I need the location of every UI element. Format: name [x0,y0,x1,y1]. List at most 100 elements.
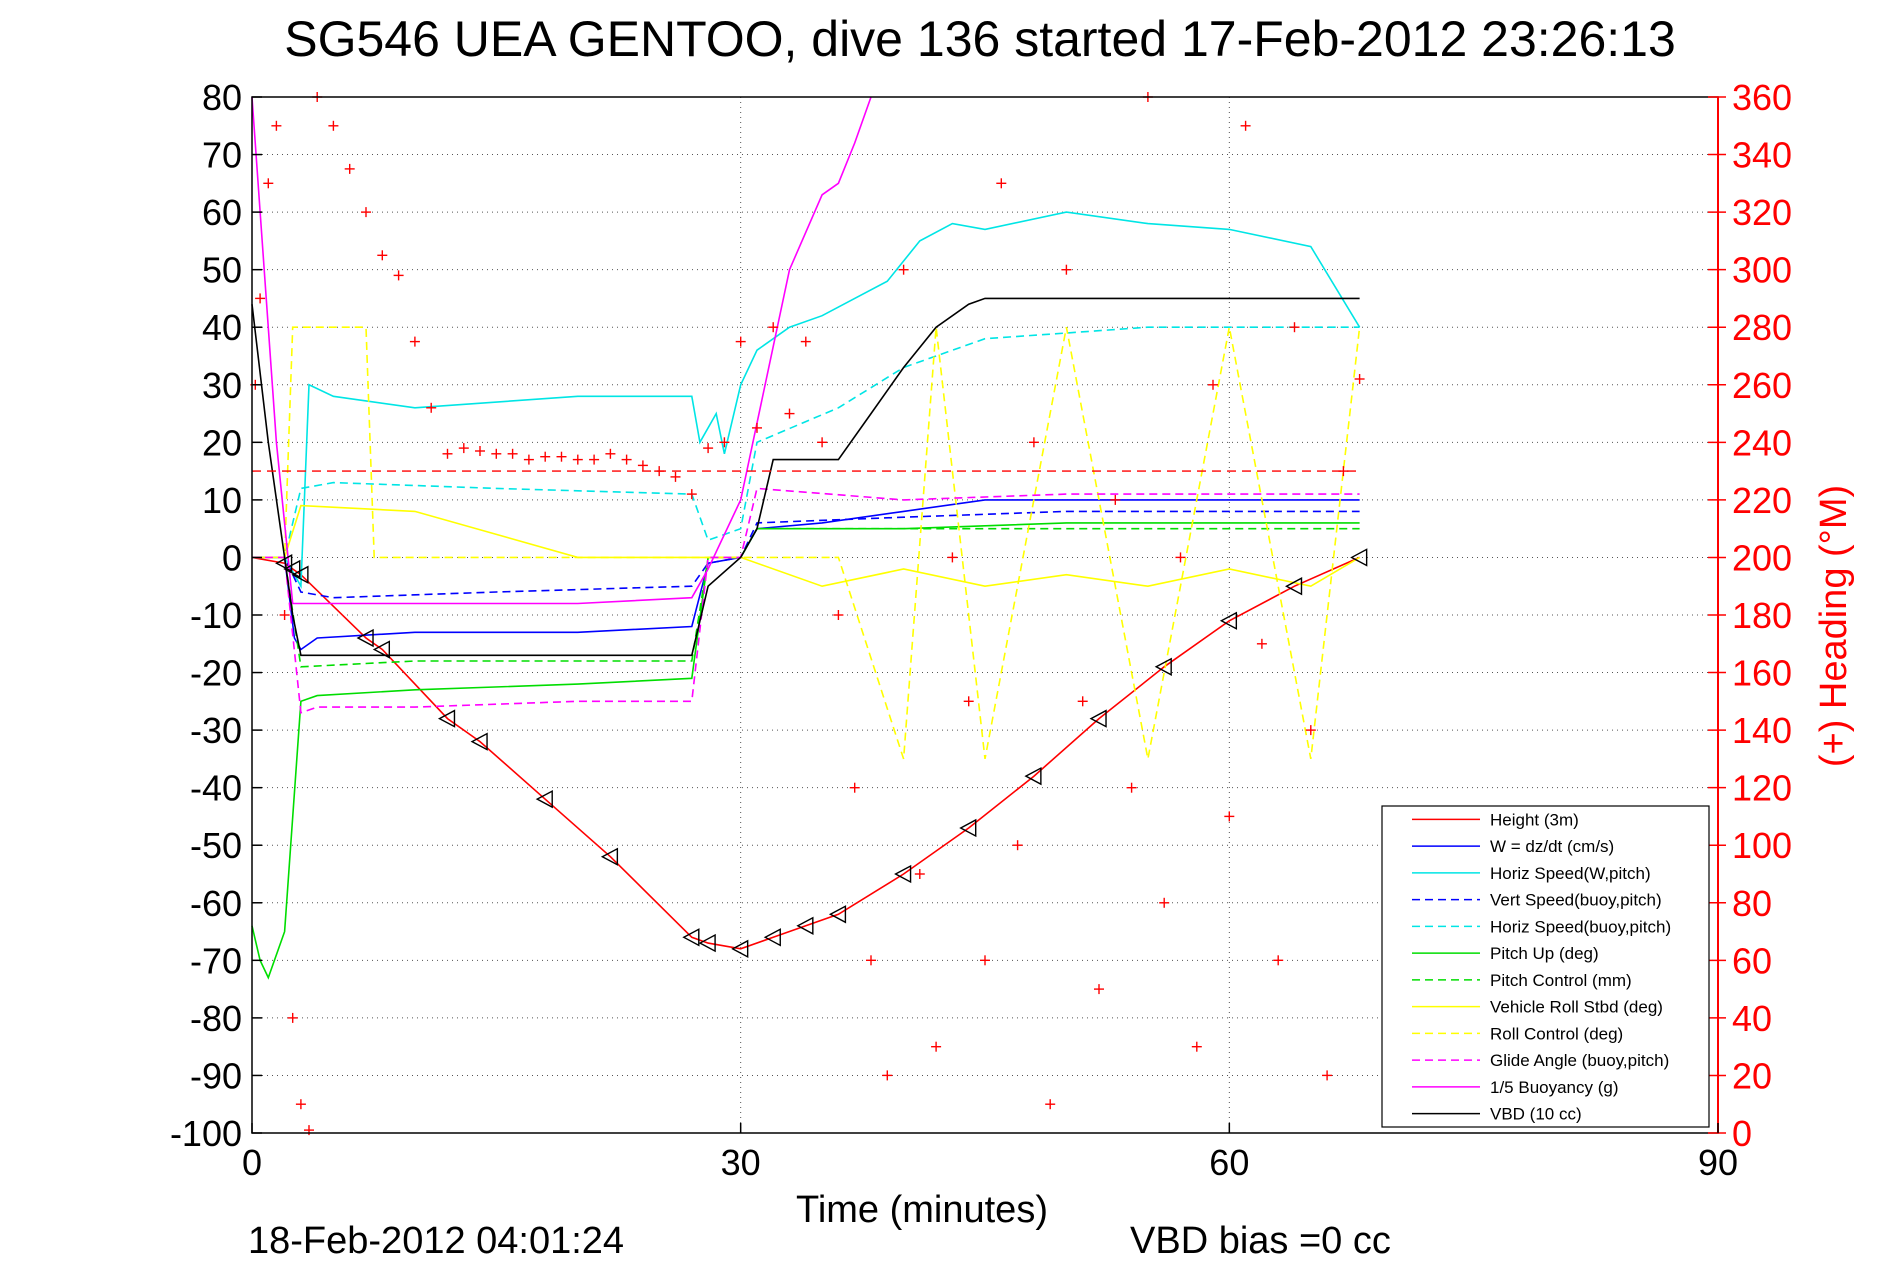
heading-point [654,466,665,477]
heading-point [703,443,714,454]
heading-point [719,437,730,448]
heading-point [670,471,681,482]
right-tick-label: 240 [1732,422,1792,463]
height-marker [1154,657,1172,676]
heading-point [1061,264,1072,275]
left-tick-label: 70 [202,135,242,176]
legend-entry-5: Pitch Up (deg) [1490,944,1599,963]
right-tick-label: 120 [1732,768,1792,809]
legend-entry-2: Horiz Speed(W,pitch) [1490,864,1651,883]
heading-point [507,448,518,459]
heading-point [768,322,779,333]
height-marker [535,790,553,809]
height-marker [470,732,488,751]
left-tick-label: -20 [190,653,242,694]
heading-point [1191,1041,1202,1052]
heading-point [491,448,502,459]
heading-point [735,336,746,347]
legend-entry-8: Roll Control (deg) [1490,1024,1623,1043]
right-tick-label: 280 [1732,307,1792,348]
left-tick-label: -80 [190,998,242,1039]
right-tick-label: 60 [1732,940,1772,981]
legend-entry-10: 1/5 Buoyancy (g) [1490,1078,1619,1097]
legend-entry-0: Height (3m) [1490,810,1579,829]
height-markers [275,548,1368,958]
height-marker [600,847,619,866]
right-tick-label: 20 [1732,1055,1772,1096]
left-tick-label: 10 [202,480,242,521]
heading-point [393,270,404,281]
heading-point [1045,1099,1056,1110]
heading-point [1289,322,1300,333]
x-tick-label: 60 [1209,1142,1249,1183]
left-tick-label: -50 [190,825,242,866]
left-tick-label: -60 [190,883,242,924]
left-tick-label: 50 [202,250,242,291]
height-marker [437,709,456,728]
heading-point [996,178,1007,189]
heading-point [963,696,974,707]
heading-point [784,408,795,419]
x-axis-label: Time (minutes) [796,1189,1048,1231]
chart-title: SG546 UEA GENTOO, dive 136 started 17-Fe… [284,11,1676,67]
height-marker [283,559,301,579]
series-line-10 [251,96,872,605]
right-tick-label: 80 [1732,883,1772,924]
right-tick-label: 100 [1732,825,1792,866]
heading-point [279,610,290,620]
height-marker [959,818,977,838]
heading-point [1094,984,1104,995]
legend-entry-6: Pitch Control (mm) [1490,971,1632,990]
right-tick-label: 160 [1732,653,1792,694]
left-tick-label: -30 [190,710,242,751]
heading-point [1322,1070,1333,1081]
heading-point [849,782,860,793]
height-marker [894,864,912,884]
height-marker [698,933,716,953]
footer-timestamp: 18-Feb-2012 04:01:24 [248,1220,624,1262]
legend-entry-4: Horiz Speed(buoy,pitch) [1490,917,1671,936]
height-marker [1285,577,1303,596]
left-axis: 80 70 60 50 40 30 20 10 0 -10 -20 -30 -40 -50 -60 -70 -8… [170,77,262,1154]
right-tick-label: 220 [1732,480,1792,521]
x-tick-label: 30 [721,1142,761,1183]
heading-point [377,250,388,261]
height-marker [1350,548,1368,567]
series-line-2 [252,211,1361,590]
heading-point [263,178,274,189]
heading-point [255,293,266,304]
heading-point [800,336,811,347]
left-tick-label: -40 [190,768,242,809]
heading-point [1077,696,1088,707]
height-marker [291,565,309,584]
height-marker [372,640,391,659]
heading-point [523,454,534,465]
series-line-9 [252,487,1360,714]
heading-point [1159,897,1170,908]
heading-point [458,443,469,454]
heading-point [752,422,762,433]
heading-point [475,446,485,456]
heading-point [621,454,632,465]
heading-point [1240,120,1251,131]
left-tick-label: 80 [202,77,242,118]
left-tick-label: 40 [202,307,242,348]
x-tick-label: 90 [1698,1142,1738,1183]
heading-point [287,1012,298,1023]
right-tick-label: 0 [1732,1113,1752,1154]
series-line-5 [251,522,1360,980]
heading-point [1012,840,1023,851]
left-tick-label: -10 [190,595,242,636]
height-marker [763,928,781,947]
right-tick-label: 320 [1732,192,1792,233]
right-tick-label: 180 [1732,595,1792,636]
heading-point [1338,466,1349,477]
right-axis: 3603403203002802602402202001801601401201… [1708,77,1792,1154]
series-line-0 [251,556,1360,950]
left-tick-label: -100 [170,1113,242,1154]
height-marker [796,916,814,935]
series-line-11 [251,297,1360,657]
right-tick-label: 340 [1732,135,1792,176]
heading-point [686,489,697,500]
